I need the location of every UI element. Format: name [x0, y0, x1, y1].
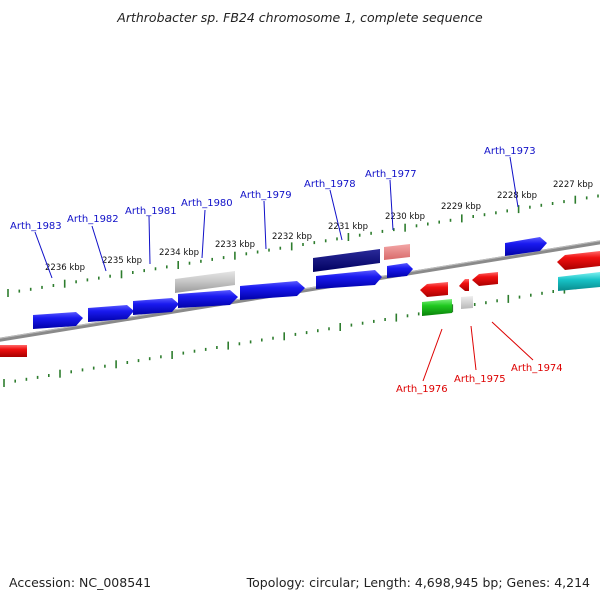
gene-arrow-blue-6[interactable] — [316, 270, 382, 289]
lower-scale-dots — [3, 282, 599, 387]
feature-lightgray-box[interactable] — [461, 296, 473, 309]
kbp-label-2230: 2230 kbp — [385, 212, 425, 222]
feature-pink-box[interactable] — [384, 244, 410, 260]
kbp-label-2227: 2227 kbp — [553, 180, 593, 190]
kbp-label-2234: 2234 kbp — [159, 248, 199, 258]
gene-label-arth-1975[interactable]: Arth_1975 — [454, 374, 506, 385]
gene-label-arth-1982[interactable]: Arth_1982 — [67, 214, 119, 225]
gene-label-arth-1976[interactable]: Arth_1976 — [396, 384, 448, 395]
gene-arrow-red-2[interactable] — [459, 279, 469, 291]
gene-label-arth-1979[interactable]: Arth_1979 — [240, 190, 292, 201]
gene-arrow-blue-5[interactable] — [240, 281, 305, 300]
kbp-label-2235: 2235 kbp — [102, 256, 142, 266]
forward-gene-labels: Arth_1983 Arth_1982 Arth_1981 Arth_1980 … — [10, 146, 536, 232]
reverse-gene-labels: Arth_1976 Arth_1975 Arth_1974 — [396, 363, 563, 395]
gene-arrow-red-left-edge[interactable] — [0, 345, 27, 357]
gene-label-arth-1973[interactable]: Arth_1973 — [484, 146, 536, 157]
topology-summary: Topology: circular; Length: 4,698,945 bp… — [246, 575, 590, 590]
upper-scale-dots — [7, 194, 599, 297]
gene-arrow-red-3[interactable] — [472, 272, 498, 286]
gene-label-arth-1978[interactable]: Arth_1978 — [304, 179, 356, 190]
gene-label-arth-1977[interactable]: Arth_1977 — [365, 169, 417, 180]
gene-label-arth-1980[interactable]: Arth_1980 — [181, 198, 233, 209]
gene-arrow-blue-1[interactable] — [33, 312, 83, 329]
kbp-label-2231: 2231 kbp — [328, 222, 368, 232]
kbp-label-2236: 2236 kbp — [45, 263, 85, 273]
kbp-label-2228: 2228 kbp — [497, 191, 537, 201]
feature-gray-box[interactable] — [175, 271, 235, 293]
reverse-strand-genes — [420, 251, 600, 316]
forward-label-leaders — [34, 156, 519, 279]
gene-arrow-blue-3[interactable] — [133, 298, 179, 315]
gene-label-arth-1983[interactable]: Arth_1983 — [10, 221, 62, 232]
feature-navy-box[interactable] — [313, 249, 380, 272]
kbp-label-2229: 2229 kbp — [441, 202, 481, 212]
gene-arrow-red-1[interactable] — [420, 282, 448, 297]
map-title: Arthrobacter sp. FB24 chromosome 1, comp… — [117, 10, 483, 25]
kbp-label-2233: 2233 kbp — [215, 240, 255, 250]
upper-track-features — [175, 244, 410, 293]
feature-green-box[interactable] — [422, 299, 452, 316]
kbp-label-2232: 2232 kbp — [272, 232, 312, 242]
gene-arrow-blue-2[interactable] — [88, 305, 134, 322]
gene-arrow-red-right-edge[interactable] — [557, 251, 600, 270]
gene-arrow-blue-4[interactable] — [178, 290, 238, 308]
gene-label-arth-1981[interactable]: Arth_1981 — [125, 206, 177, 217]
accession-label: Accession: NC_008541 — [9, 575, 152, 590]
gene-arrow-blue-8[interactable] — [505, 237, 547, 256]
reverse-label-leaders — [422, 321, 534, 382]
forward-strand-genes — [0, 237, 547, 357]
gene-label-arth-1974[interactable]: Arth_1974 — [511, 363, 563, 374]
gene-arrow-cyan[interactable] — [558, 272, 600, 291]
kbp-labels: 2236 kbp 2235 kbp 2234 kbp 2233 kbp 2232… — [45, 180, 593, 273]
gene-arrow-blue-7[interactable] — [387, 263, 413, 278]
